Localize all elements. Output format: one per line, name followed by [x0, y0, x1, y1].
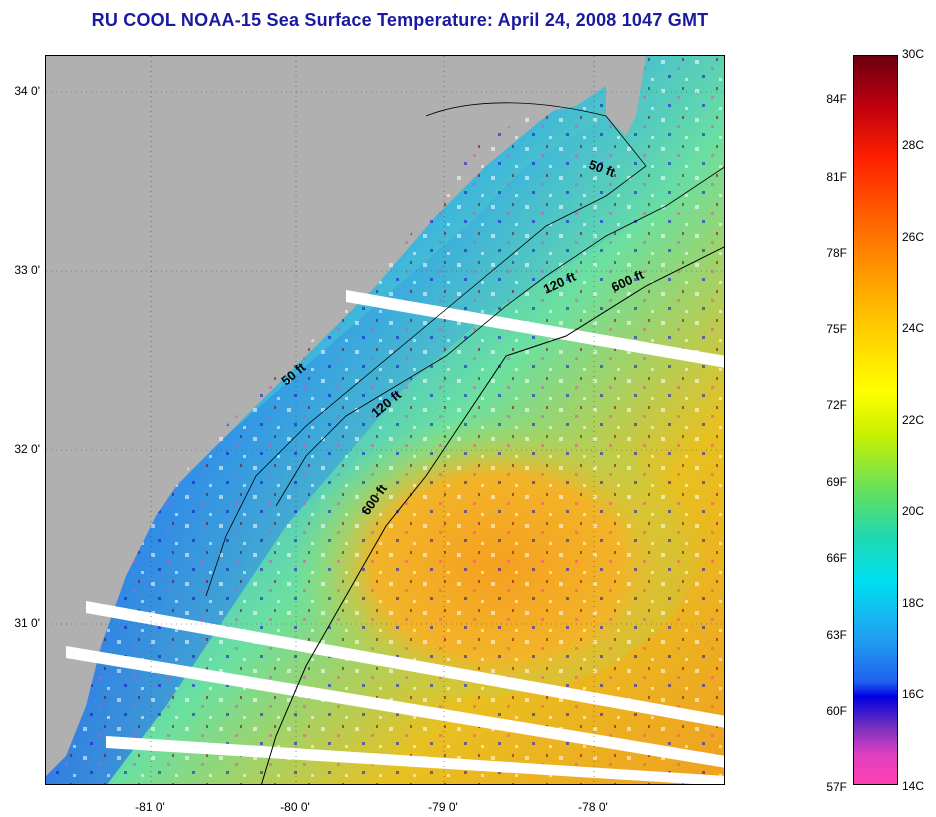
lat-label-31: 31 0': [14, 616, 40, 630]
swath-gap: [106, 736, 724, 784]
lon-label-78: -78 0': [578, 800, 608, 814]
lat-label-34: 34 0': [14, 84, 40, 98]
colorbar-label-c: 22C: [902, 413, 925, 427]
colorbar-label-f: 72F: [826, 398, 847, 412]
colorbar-label-f: 81F: [826, 170, 847, 184]
colorbar-label-c: 14C: [902, 779, 925, 793]
colorbar-label-f: 69F: [826, 475, 847, 489]
lat-label-33: 33 0': [14, 263, 40, 277]
colorbar-label-f: 66F: [826, 551, 847, 565]
land-area: [46, 56, 606, 776]
lon-label-79: -79 0': [428, 800, 458, 814]
colorbar-label-f: 57F: [826, 780, 847, 794]
colorbar-label-c: 26C: [902, 230, 925, 244]
colorbar-label-f: 78F: [826, 246, 847, 260]
colorbar-label-c: 24C: [902, 321, 925, 335]
lon-label-81: -81 0': [135, 800, 165, 814]
colorbar-label-c: 30C: [902, 47, 925, 61]
colorbar-label-f: 75F: [826, 322, 847, 336]
lon-label-80: -80 0': [280, 800, 310, 814]
colorbar-label-c: 20C: [902, 504, 925, 518]
isobath-600ft: [261, 246, 724, 784]
sst-map: 50 ft 120 ft 600 ft 50 ft 120 ft 600 ft: [45, 55, 725, 785]
colorbar-label-c: 18C: [902, 596, 925, 610]
isobath-120ft: [275, 166, 724, 507]
swath-gap: [86, 601, 724, 728]
map-title: RU COOL NOAA-15 Sea Surface Temperature:…: [91, 10, 709, 30]
colorbar-label-f: 60F: [826, 704, 847, 718]
swath-gap: [66, 646, 724, 768]
sst-map-canvas: 50 ft 120 ft 600 ft 50 ft 120 ft 600 ft: [46, 56, 724, 784]
colorbar-label-f: 63F: [826, 628, 847, 642]
colorbar: [853, 55, 898, 785]
colorbar-label-c: 28C: [902, 138, 925, 152]
lat-label-32: 32 0': [14, 442, 40, 456]
isobath-50ft: [205, 102, 647, 597]
colorbar-label-f: 84F: [826, 92, 847, 106]
swath-gap: [346, 290, 724, 368]
colorbar-label-c: 16C: [902, 687, 925, 701]
